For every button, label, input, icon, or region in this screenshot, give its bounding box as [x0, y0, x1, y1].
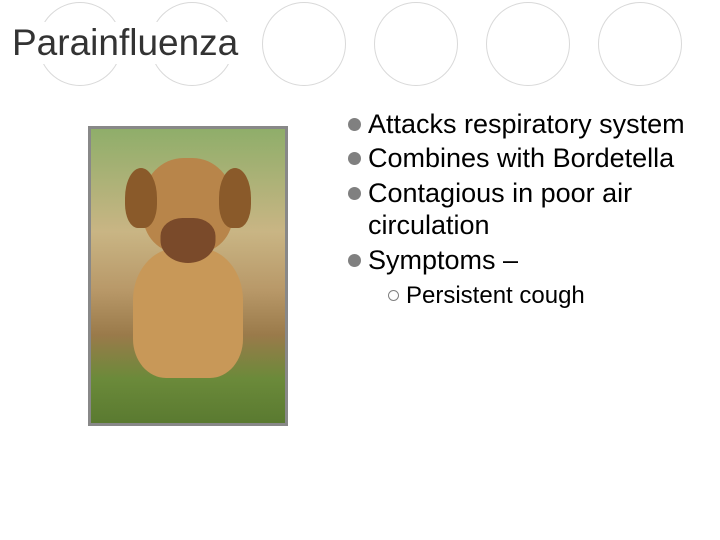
list-item: Attacks respiratory system — [348, 108, 698, 140]
bullet-icon — [348, 254, 361, 267]
content-area: Attacks respiratory system Combines with… — [0, 108, 720, 528]
dog-illustration — [118, 158, 258, 398]
decorative-circle — [262, 2, 346, 86]
sub-bullet-icon — [388, 290, 399, 301]
list-item: Combines with Bordetella — [348, 142, 698, 174]
decorative-circle — [486, 2, 570, 86]
list-item: Symptoms – — [348, 244, 698, 276]
bullet-list: Attacks respiratory system Combines with… — [348, 108, 698, 310]
bullet-icon — [348, 152, 361, 165]
sub-bullet-list: Persistent cough — [388, 282, 698, 310]
bullet-text: Combines with Bordetella — [368, 142, 674, 174]
slide-image — [88, 126, 288, 426]
slide-title: Parainfluenza — [12, 22, 244, 64]
decorative-circle — [374, 2, 458, 86]
bullet-icon — [348, 187, 361, 200]
bullet-icon — [348, 118, 361, 131]
decorative-circle — [598, 2, 682, 86]
bullet-text: Attacks respiratory system — [368, 108, 685, 140]
list-item: Persistent cough — [388, 282, 698, 310]
bullet-text: Contagious in poor air circulation — [368, 177, 698, 242]
sub-bullet-text: Persistent cough — [406, 282, 585, 310]
bullet-text: Symptoms – — [368, 244, 518, 276]
list-item: Contagious in poor air circulation — [348, 177, 698, 242]
